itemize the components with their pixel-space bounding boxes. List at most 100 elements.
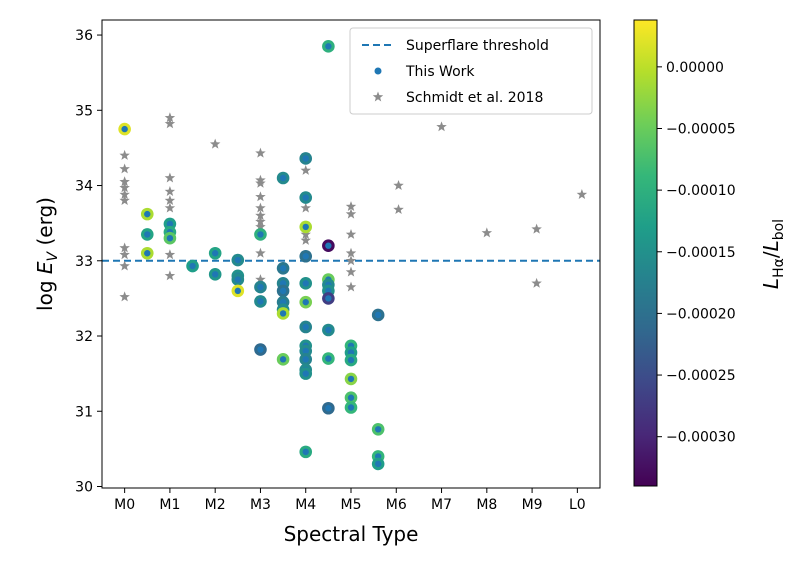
this-work-point [118, 122, 131, 136]
schmidt-point [345, 266, 357, 277]
this-work-point [254, 280, 267, 294]
this-work-point-center [234, 276, 242, 283]
this-work-point-center [279, 310, 287, 317]
schmidt-point [393, 180, 404, 190]
this-work-point-center [374, 426, 382, 433]
y-tick-label: 31 [75, 404, 93, 420]
schmidt-point [300, 202, 311, 213]
this-work-point-center [347, 375, 355, 383]
legend-label-threshold: Superflare threshold [406, 38, 549, 54]
this-work-point [276, 171, 290, 185]
this-work-point-center [302, 298, 309, 306]
this-work-point [344, 401, 358, 414]
this-work-point-center [279, 287, 287, 295]
y-tick-label: 32 [75, 329, 93, 345]
colorbar-tick-label: −0.00005 [666, 121, 736, 137]
y-axis-title: log EV (erg) [33, 197, 61, 311]
schmidt-point [119, 176, 130, 187]
colorbar-tick-label: −0.00015 [666, 245, 736, 261]
this-work-point-center [144, 250, 151, 257]
schmidt-point [393, 204, 404, 215]
x-tick-label: M4 [295, 497, 316, 513]
this-work-point-center [211, 250, 219, 257]
this-work-point-center [166, 220, 174, 228]
this-work-point [208, 246, 222, 260]
schmidt-point [255, 147, 266, 158]
schmidt-point [531, 223, 542, 234]
this-work-point-center [302, 448, 309, 456]
this-work-point [322, 323, 335, 337]
this-work-point [186, 259, 199, 273]
y-axis: 30 31 32 33 34 35 36 [75, 28, 102, 495]
x-tick-label: M2 [205, 497, 226, 513]
this-work-point [299, 320, 313, 334]
this-work-point [344, 391, 358, 405]
this-work-point-center [325, 355, 332, 362]
x-tick-label: M3 [250, 497, 271, 513]
this-work-point-center [302, 253, 309, 260]
this-work-point [163, 231, 177, 245]
y-axis-title-base: log [33, 274, 57, 311]
this-work-point [344, 372, 358, 386]
colorbar-title-den-sub: bol [771, 219, 787, 240]
this-work-point-center [257, 231, 264, 238]
schmidt-point [300, 228, 311, 239]
schmidt-point [345, 281, 357, 292]
x-tick-label: M5 [341, 497, 362, 513]
schmidt-point [345, 255, 357, 266]
schmidt-point [119, 182, 130, 193]
schmidt-point [119, 163, 130, 174]
this-work-point-center [257, 298, 264, 305]
this-work-point-center [302, 347, 309, 355]
this-work-point-center [279, 265, 287, 272]
this-work-point-center [374, 460, 382, 468]
legend-box [349, 27, 593, 115]
y-axis-title-sub: V [45, 250, 61, 261]
this-work-point-center [166, 234, 174, 242]
x-tick-label: M6 [386, 497, 407, 513]
this-work-point-center [302, 370, 309, 377]
this-work-point [140, 246, 154, 260]
schmidt-point [164, 202, 176, 213]
this-work-point-center [279, 356, 287, 363]
schmidt-point [255, 221, 266, 232]
colorbar-title: LHα/Lbol [759, 219, 787, 289]
schmidt-point [255, 216, 266, 227]
schmidt-point [119, 242, 130, 253]
this-work-point [322, 40, 335, 53]
this-work-point-center [325, 405, 332, 412]
this-work-point [231, 273, 245, 286]
y-tick-label: 30 [75, 479, 93, 495]
schmidt-point [164, 270, 176, 281]
this-work-point [140, 228, 154, 241]
this-work-point-center [302, 155, 309, 162]
schmidt-point [255, 202, 266, 213]
this-work-point-center [302, 280, 309, 287]
this-work-point-center [347, 394, 355, 401]
colorbar-title-num-sub: Hα [771, 258, 787, 278]
y-axis-title-var: E [33, 261, 57, 274]
x-tick-label: M0 [114, 497, 135, 513]
y-tick-label: 36 [75, 28, 93, 44]
x-tick-label: L0 [569, 497, 586, 513]
this-work-point [231, 253, 245, 267]
colorbar-tick-label: 0.00000 [666, 60, 724, 76]
this-work-point [231, 284, 245, 298]
this-work-point [299, 152, 313, 165]
this-work-series [118, 40, 385, 471]
schmidt-point [255, 247, 266, 258]
schmidt-point [119, 149, 130, 160]
schmidt-point [255, 274, 266, 285]
this-work-point-center [189, 262, 196, 270]
this-work-point [254, 295, 267, 308]
this-work-point-center [347, 404, 355, 411]
colorbar-title-num: L [759, 278, 783, 289]
this-work-point-center [302, 356, 309, 363]
schmidt-point [119, 189, 130, 200]
this-work-point [276, 284, 290, 298]
schmidt-point [164, 118, 176, 129]
schmidt-point [255, 191, 266, 202]
y-tick-label: 34 [75, 179, 93, 195]
this-work-point [371, 308, 385, 322]
